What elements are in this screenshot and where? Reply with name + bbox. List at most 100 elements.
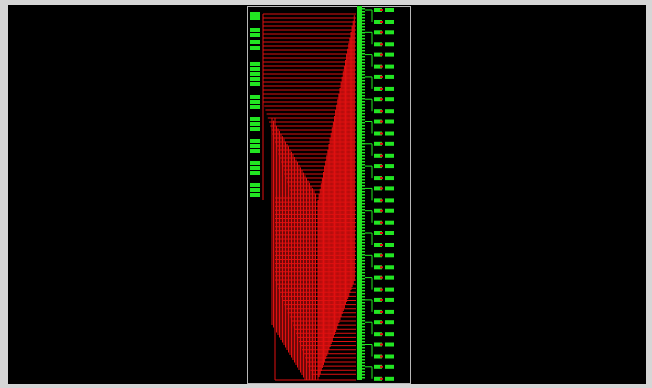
output-part — [385, 310, 394, 314]
output-part — [385, 30, 394, 34]
output-part — [385, 253, 394, 257]
bus-pin — [362, 257, 365, 259]
output-part — [385, 298, 394, 302]
input-part — [250, 77, 260, 81]
bus-pin — [362, 344, 365, 346]
output-pin — [380, 344, 383, 346]
bus-pin — [362, 23, 365, 25]
bus-pin — [362, 74, 365, 76]
bus-pin — [362, 134, 365, 136]
output-part — [385, 320, 394, 324]
bus-pin — [362, 152, 365, 154]
bus-pin — [362, 254, 365, 256]
bus-pin — [362, 275, 365, 277]
bus-pin — [362, 104, 365, 106]
output-part — [385, 109, 394, 113]
output-part — [385, 8, 394, 12]
output-pin — [380, 289, 383, 291]
output-pin — [380, 199, 383, 201]
input-part — [250, 183, 260, 187]
output-pin — [380, 98, 383, 100]
bus-pin — [362, 11, 365, 13]
bus-pin — [362, 335, 365, 337]
bus-pin — [362, 53, 365, 55]
output-part — [385, 53, 394, 57]
bus-pin — [362, 374, 365, 376]
bus-pin — [362, 32, 365, 34]
output-pin — [380, 88, 383, 90]
output-part — [385, 20, 394, 24]
bus-pin — [362, 263, 365, 265]
output-part — [385, 221, 394, 225]
output-part — [385, 176, 394, 180]
output-pin — [380, 143, 383, 145]
bus-pin — [362, 215, 365, 217]
bus-pin — [362, 218, 365, 220]
output-pin — [380, 244, 383, 246]
bus-pin — [362, 173, 365, 175]
bus-pin — [362, 146, 365, 148]
output-pin — [380, 43, 383, 45]
bus-pin — [362, 107, 365, 109]
bus-pin — [362, 269, 365, 271]
bus-pin — [362, 62, 365, 64]
output-pin — [380, 121, 383, 123]
input-part — [250, 28, 260, 32]
bus-pin — [362, 131, 365, 133]
bus-pin — [362, 26, 365, 28]
bus-pin — [362, 35, 365, 37]
bus-pin — [362, 161, 365, 163]
bus-pin — [362, 41, 365, 43]
output-pin — [380, 311, 383, 313]
output-pin — [380, 66, 383, 68]
bus-pin — [362, 197, 365, 199]
bus-pin — [362, 326, 365, 328]
bus-pin — [362, 245, 365, 247]
bus-pin — [362, 233, 365, 235]
output-part — [385, 265, 394, 269]
bus-pin — [362, 56, 365, 58]
output-part — [385, 288, 394, 292]
output-pin — [380, 321, 383, 323]
output-part — [385, 164, 394, 168]
bus-pin — [362, 110, 365, 112]
bus-pin — [362, 80, 365, 82]
bus-pin — [362, 329, 365, 331]
output-part — [385, 87, 394, 91]
input-part — [250, 122, 260, 126]
input-part — [250, 33, 260, 37]
bus-pin — [362, 320, 365, 322]
bus-pin — [362, 311, 365, 313]
bus-pin — [362, 290, 365, 292]
bus-pin — [362, 8, 365, 10]
bus-pin — [362, 221, 365, 223]
bus-pin — [362, 155, 365, 157]
output-part — [385, 186, 394, 190]
output-pin — [380, 155, 383, 157]
bus-pin — [362, 341, 365, 343]
output-part — [385, 243, 394, 247]
input-part — [250, 161, 260, 165]
bus-pin — [362, 95, 365, 97]
bus-pin — [362, 260, 365, 262]
output-pin — [380, 299, 383, 301]
bus-pin — [362, 77, 365, 79]
bus-pin — [362, 29, 365, 31]
bus-pin — [362, 194, 365, 196]
input-part — [250, 12, 260, 16]
output-part — [385, 355, 394, 359]
bus-pin — [362, 20, 365, 22]
bus-pin — [362, 377, 365, 379]
output-pin — [380, 366, 383, 368]
input-part — [250, 166, 260, 170]
output-pin — [380, 333, 383, 335]
bus-pin — [362, 266, 365, 268]
input-part — [250, 40, 260, 44]
bus-pin — [362, 167, 365, 169]
output-pin — [380, 187, 383, 189]
bus-pin — [362, 236, 365, 238]
output-pin — [380, 254, 383, 256]
bus-pin — [362, 287, 365, 289]
input-part — [250, 82, 260, 86]
bus-pin — [362, 17, 365, 19]
